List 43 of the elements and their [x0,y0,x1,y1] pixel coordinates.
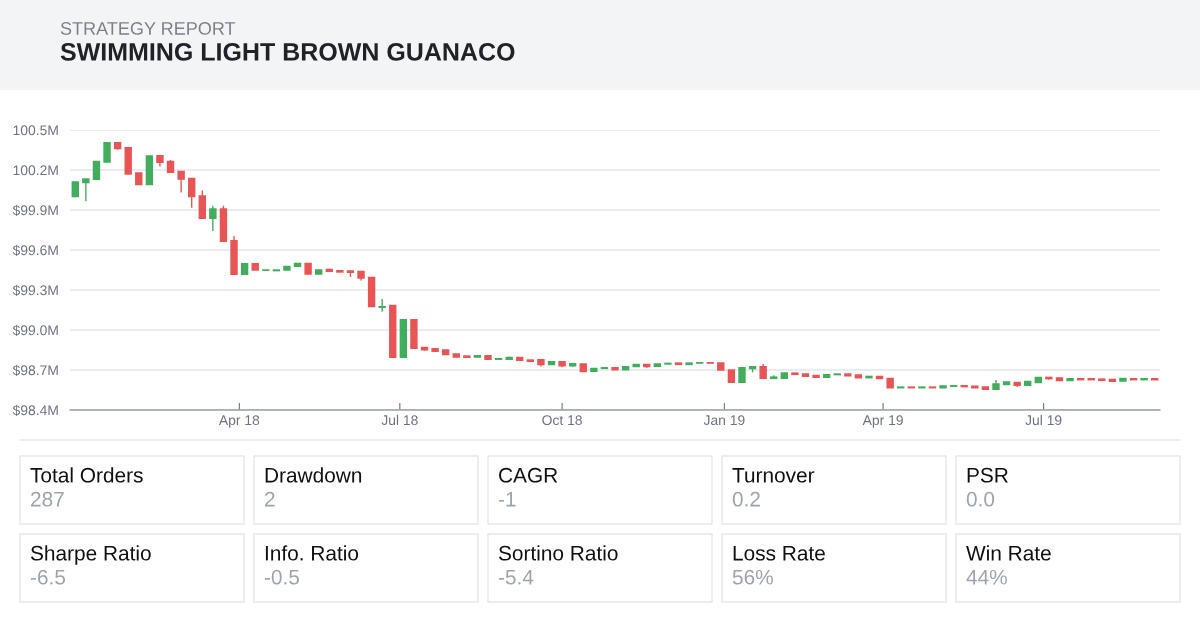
x-tick-label: Apr 19 [862,415,903,428]
chart-subtitle: STRATEGY REPORT [60,22,236,35]
text: Loss Rate [733,546,825,561]
text: 287 [31,491,64,507]
text: Sortino Ratio [498,545,618,561]
text: -0.5 [264,569,300,585]
x-tick-label: Jul 18 [381,414,418,426]
chart-title: SWIMMING LIGHT BROWN GUANACO [60,43,515,61]
text: -5.4 [498,570,534,585]
candlestick [103,141,111,163]
text: 0.0 [966,491,995,507]
y-tick-label: $98.4M [12,404,58,416]
y-tick-label: $99.0M [12,324,58,336]
text: Win Rate [966,545,1051,561]
text: 0.2 [732,491,760,507]
y-tick-label: $99.9M [12,204,58,216]
y-tick-label: 100.2M [13,165,58,176]
x-tick-label: Apr 18 [218,415,260,428]
x-tick-label: Oct 18 [542,415,582,426]
text: Info. Ratio [265,545,359,561]
y-tick-label: $99.3M [12,284,58,296]
candlestick [188,177,196,209]
text: -1 [498,492,516,507]
text: Turnover [732,468,815,483]
text: PSR [967,467,1008,483]
text: Total Orders [30,467,143,483]
candlestick [198,189,206,220]
x-tick-label: Jan 19 [703,415,745,426]
candlestick [378,298,386,313]
text: Drawdown [265,467,362,483]
candlestick [209,205,217,232]
candlestick [82,178,90,203]
text: 56% [732,569,773,585]
y-tick-label: $99.6M [12,244,58,256]
y-tick-label: 100.5M [13,125,58,136]
text: -6.5 [30,569,66,585]
y-tick-label: $98.7M [12,364,58,376]
text: 44% [966,569,1007,585]
x-tick-label: Jul 19 [1025,414,1062,426]
text: Sharpe Ratio [30,545,151,565]
candlestick [177,170,185,194]
text: CAGR [499,467,558,483]
text: 2 [265,491,275,507]
